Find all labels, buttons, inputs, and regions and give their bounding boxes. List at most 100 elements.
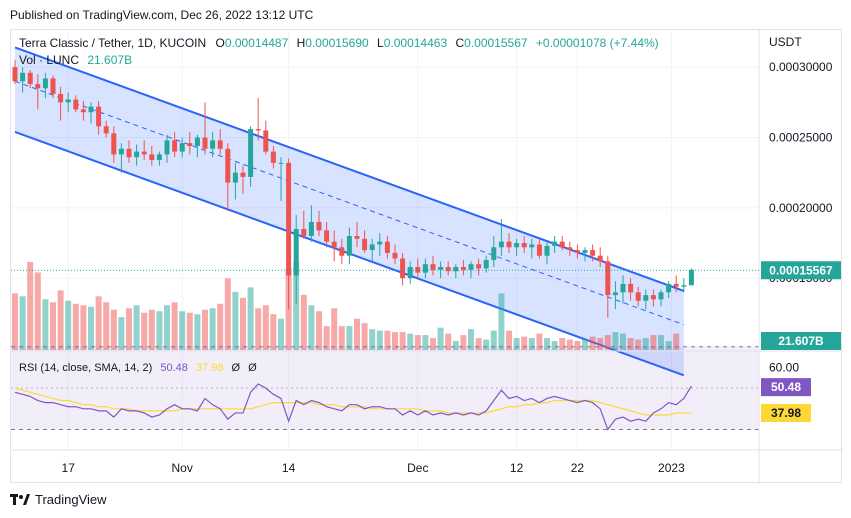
chart-canvas[interactable]: 0.000300000.000250000.000200000.00015000… — [11, 30, 843, 484]
volume-bar — [536, 333, 543, 350]
volume-bar — [308, 305, 315, 350]
candle-body — [415, 266, 421, 273]
candle-body — [438, 266, 444, 270]
volume-bar — [437, 327, 444, 350]
legend-close: 0.00015567 — [464, 36, 528, 50]
price-tick-label: 0.00025000 — [769, 131, 833, 145]
volume-bar — [12, 293, 18, 350]
volume-bar — [361, 323, 368, 350]
candle-body — [514, 243, 520, 248]
volume-bar — [627, 338, 634, 350]
volume-bar — [430, 338, 436, 350]
candle-body — [232, 172, 238, 183]
volume-legend: Vol · LUNC 21.607B — [19, 53, 132, 67]
volume-bar — [384, 330, 391, 350]
volume-bar — [338, 326, 345, 350]
volume-bar — [346, 326, 353, 350]
volume-bar — [376, 330, 383, 350]
candle-body — [567, 247, 573, 251]
candle-body — [460, 266, 466, 270]
volume-bar — [270, 314, 277, 350]
volume-bar — [224, 278, 231, 350]
volume-bar — [118, 317, 125, 350]
volume-bar — [331, 308, 338, 350]
candle-body — [468, 264, 474, 270]
volume-bar — [209, 308, 216, 350]
volume-bar — [468, 329, 474, 350]
time-tick-label: 12 — [510, 461, 524, 475]
volume-bar — [483, 339, 490, 350]
volume-bar — [171, 302, 178, 350]
time-tick-label: 2023 — [658, 461, 685, 475]
candle-body — [316, 221, 322, 231]
currency-label: USDT — [769, 35, 802, 49]
candle-body — [270, 151, 276, 163]
candle-body — [65, 99, 71, 103]
time-tick-label: Nov — [172, 461, 193, 475]
candle-body — [612, 292, 618, 296]
candle-body — [248, 129, 254, 177]
candle-body — [422, 264, 428, 273]
volume-bar — [673, 333, 680, 350]
volume-bar — [407, 333, 414, 350]
volume-bar — [521, 336, 528, 350]
candle-body — [392, 252, 398, 259]
volume-bar — [103, 302, 110, 350]
candle-body — [58, 93, 64, 103]
legend-high: 0.00015690 — [305, 36, 369, 50]
candle-body — [96, 106, 102, 127]
volume-value: 21.607B — [87, 53, 132, 67]
candle-body — [346, 236, 352, 256]
candle-body — [339, 247, 345, 256]
candle-body — [194, 137, 200, 146]
candle-body — [179, 143, 185, 152]
volume-bar — [72, 303, 79, 350]
volume-bar — [597, 338, 604, 350]
tradingview-brand: TradingView — [35, 492, 107, 507]
volume-bar — [399, 332, 406, 350]
volume-bar — [316, 311, 322, 350]
published-note: Published on TradingView.com, Dec 26, 20… — [10, 8, 314, 22]
volume-bar — [247, 287, 254, 350]
last-price-badge — [761, 261, 841, 280]
candle-body — [263, 130, 269, 152]
candle-body — [620, 283, 626, 293]
candle-body — [286, 162, 292, 276]
volume-bar — [57, 290, 64, 350]
candle-body — [126, 148, 132, 158]
volume-bar — [612, 332, 619, 350]
volume-bar — [88, 306, 94, 350]
candle-body — [20, 72, 26, 82]
chart-frame[interactable]: 0.000300000.000250000.000200000.00015000… — [10, 29, 843, 484]
candle-body — [506, 241, 512, 248]
candle-body — [217, 140, 223, 149]
candle-body — [301, 228, 307, 237]
volume-bar — [202, 309, 208, 350]
volume-bar — [141, 312, 148, 350]
volume-bar — [323, 326, 330, 350]
candle-body — [80, 109, 86, 113]
candle-body — [643, 295, 649, 301]
candle-body — [445, 266, 451, 272]
volume-bar — [498, 293, 505, 350]
channel-fill — [15, 47, 684, 376]
tradingview-logo-icon — [10, 493, 30, 505]
candle-body — [369, 244, 375, 251]
volume-bar — [27, 262, 34, 350]
footer[interactable]: TradingView — [10, 492, 107, 507]
volume-bar — [240, 297, 246, 350]
rsi-tick-label: 60.00 — [769, 360, 799, 374]
candle-body — [354, 236, 360, 239]
volume-bar — [574, 341, 581, 350]
time-tick-label: 14 — [282, 461, 296, 475]
sma-badge-label: 37.98 — [771, 406, 801, 420]
candle-body — [202, 137, 208, 149]
candle-body — [536, 244, 542, 256]
volume-bar — [528, 338, 535, 350]
candle-body — [521, 243, 527, 248]
candle-body — [35, 84, 41, 89]
candle-body — [156, 154, 162, 161]
volume-bar — [544, 338, 550, 350]
volume-bar — [50, 302, 56, 350]
candle-body — [597, 255, 603, 262]
